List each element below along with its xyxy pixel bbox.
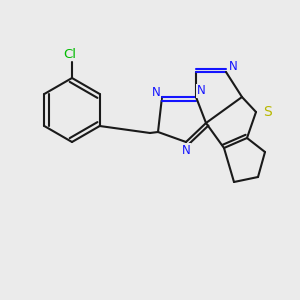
Text: N: N bbox=[152, 86, 160, 100]
Text: N: N bbox=[229, 59, 237, 73]
Text: Cl: Cl bbox=[64, 49, 76, 62]
Text: N: N bbox=[182, 143, 190, 157]
Text: S: S bbox=[262, 105, 272, 119]
Text: N: N bbox=[196, 85, 206, 98]
